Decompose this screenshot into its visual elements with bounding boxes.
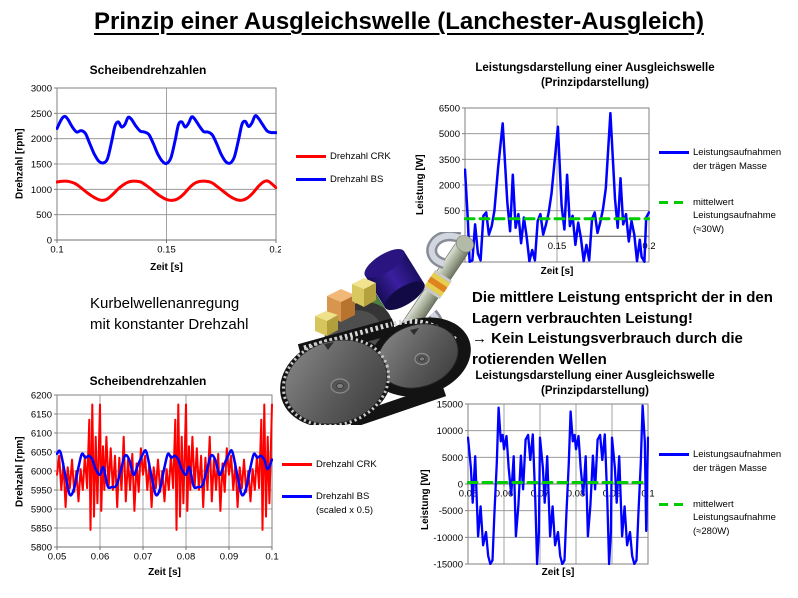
chart-top-left-title: Scheibendrehzahlen (89, 63, 207, 77)
blue-line-icon (659, 453, 689, 456)
svg-text:-15000: -15000 (433, 560, 463, 569)
svg-text:0.15: 0.15 (548, 241, 567, 252)
svg-text:5900: 5900 (31, 505, 52, 516)
svg-text:500: 500 (444, 206, 460, 217)
svg-text:0: 0 (47, 236, 52, 247)
chart-top-right-subtitle: (Prinzipdarstellung) (541, 77, 649, 89)
svg-text:5800: 5800 (31, 543, 52, 554)
legend-item-leistungsaufnahmen: Leistungsaufnahmen der trägen Masse (659, 146, 795, 174)
svg-text:0.2: 0.2 (642, 241, 655, 252)
svg-text:0.05: 0.05 (48, 552, 67, 563)
chart-bottom-left-plot: 5800 5850 5900 5950 6000 6050 6100 6150 6200 0.05… (31, 391, 279, 563)
mass-cubes (315, 278, 376, 336)
chart-bottom-left-legend: Drehzahl CRK Drehzahl BS (scaled x 0.5) (282, 458, 400, 517)
legend-item-drehzahl-bs-scaled: Drehzahl BS (scaled x 0.5) (282, 490, 400, 518)
chart-top-right-title: Leistungsdarstellung einer Ausgleichswel… (475, 62, 715, 74)
svg-text:500: 500 (36, 210, 52, 221)
svg-text:2000: 2000 (439, 181, 460, 192)
green-dashed-line-icon (659, 200, 689, 204)
legend-label: mittelwert Leistungsaufnahme (≈30W) (693, 196, 776, 236)
chart-bottom-right-plot: -15000 -10000 -5000 0 5000 10000 15000 0.05 0.06… (433, 400, 654, 569)
svg-text:5850: 5850 (31, 524, 52, 535)
chart-top-right-ylabel: Leistung [W] (415, 154, 426, 216)
svg-text:15000: 15000 (437, 400, 463, 411)
legend-label: Leistungsaufnahmen der trägen Masse (693, 147, 782, 172)
svg-text:6500: 6500 (439, 104, 460, 115)
note-line: Kurbelwellenanregung (90, 295, 240, 312)
chart-top-right-legend: Leistungsaufnahmen der trägen Masse mitt… (659, 146, 795, 237)
green-dashed-line-icon (659, 502, 689, 506)
chart-top-left-legend: Drehzahl CRK Drehzahl BS (296, 150, 406, 187)
legend-label: Drehzahl CRK (330, 151, 391, 162)
note-line: rotierenden Wellen (472, 350, 607, 368)
svg-text:-5000: -5000 (439, 506, 463, 517)
note-line: Die mittlere Leistung entspricht der in … (472, 289, 773, 306)
blue-line-icon (282, 494, 312, 498)
svg-text:6100: 6100 (31, 429, 52, 440)
svg-text:6150: 6150 (31, 410, 52, 421)
svg-text:0.15: 0.15 (157, 245, 176, 256)
svg-text:6000: 6000 (31, 467, 52, 478)
red-line-icon (282, 463, 312, 466)
svg-text:3500: 3500 (439, 155, 460, 166)
chart-bottom-left-title: Scheibendrehzahlen (89, 374, 207, 388)
note-mean-power: Die mittlere Leistung entspricht der in … (472, 288, 798, 370)
svg-text:1500: 1500 (31, 160, 52, 171)
chart-bottom-left-xlabel: Zeit [s] (148, 567, 181, 578)
svg-text:1000: 1000 (31, 185, 52, 196)
chart-top-left-xlabel: Zeit [s] (150, 262, 183, 273)
balance-pulleys (281, 323, 459, 425)
blue-line-icon (659, 151, 689, 154)
svg-text:0.1: 0.1 (265, 552, 278, 563)
svg-text:6200: 6200 (31, 391, 52, 402)
svg-text:6050: 6050 (31, 448, 52, 459)
svg-text:0.09: 0.09 (220, 552, 239, 563)
svg-text:0: 0 (458, 480, 463, 491)
svg-text:2000: 2000 (31, 134, 52, 145)
svg-text:0.08: 0.08 (567, 489, 586, 500)
legend-label: Drehzahl BS (330, 173, 384, 185)
svg-text:0.1: 0.1 (50, 245, 63, 256)
svg-text:0.06: 0.06 (495, 489, 514, 500)
svg-text:10000: 10000 (437, 426, 463, 437)
legend-item-mittelwert: mittelwert Leistungsaufnahme (≈280W) (659, 498, 795, 539)
legend-item-leistungsaufnahmen: Leistungsaufnahmen der trägen Masse (659, 448, 795, 476)
svg-text:5000: 5000 (442, 453, 463, 464)
note-line: Lagern verbrauchten Leistung! (472, 309, 693, 327)
svg-text:-10000: -10000 (433, 533, 463, 544)
legend-item-drehzahl-bs: Drehzahl BS (296, 173, 406, 187)
legend-item-drehzahl-crk: Drehzahl CRK (296, 150, 406, 164)
blue-line-icon (296, 177, 326, 181)
chart-bottom-right-xlabel: Zeit [s] (541, 567, 575, 578)
page-title: Prinzip einer Ausgleichswelle (Lancheste… (94, 8, 704, 35)
svg-text:2500: 2500 (31, 109, 52, 120)
chart-top-left-plot: 0 500 1000 1500 2000 2500 3000 0.1 0.15 0.2 (31, 84, 281, 256)
legend-label: Leistungsaufnahmen der trägen Masse (693, 449, 782, 474)
note-line: mit konstanter Drehzahl (90, 316, 249, 333)
svg-text:0.07: 0.07 (134, 552, 153, 563)
legend-item-drehzahl-crk: Drehzahl CRK (282, 458, 400, 472)
legend-label: Drehzahl CRK (316, 459, 377, 470)
legend-label: Drehzahl BS (scaled x 0.5) (316, 490, 374, 516)
legend-item-mittelwert: mittelwert Leistungsaufnahme (≈30W) (659, 196, 795, 237)
purple-mass (364, 249, 425, 311)
svg-text:0.06: 0.06 (91, 552, 110, 563)
svg-text:5950: 5950 (31, 486, 52, 497)
chart-bottom-right-title: Leistungsdarstellung einer Ausgleichswel… (475, 370, 715, 382)
chart-bottom-right-subtitle: (Prinzipdarstellung) (541, 385, 649, 397)
note-line: → Kein Leistungsverbrauch durch die (472, 330, 743, 347)
svg-text:3000: 3000 (31, 84, 52, 95)
note-crankshaft-excitation: Kurbelwellenanregung mit konstanter Dreh… (90, 293, 310, 335)
chart-top-right-xlabel: Zeit [s] (540, 266, 574, 277)
svg-text:0.05: 0.05 (459, 489, 478, 500)
chart-bottom-right-legend: Leistungsaufnahmen der trägen Masse mitt… (659, 448, 795, 539)
svg-text:0.08: 0.08 (177, 552, 196, 563)
legend-label: mittelwert Leistungsaufnahme (≈280W) (693, 498, 776, 538)
svg-text:5000: 5000 (439, 129, 460, 140)
svg-text:0.2: 0.2 (269, 245, 281, 256)
balance-shaft-3d-image (280, 232, 474, 425)
red-line-icon (296, 155, 326, 158)
